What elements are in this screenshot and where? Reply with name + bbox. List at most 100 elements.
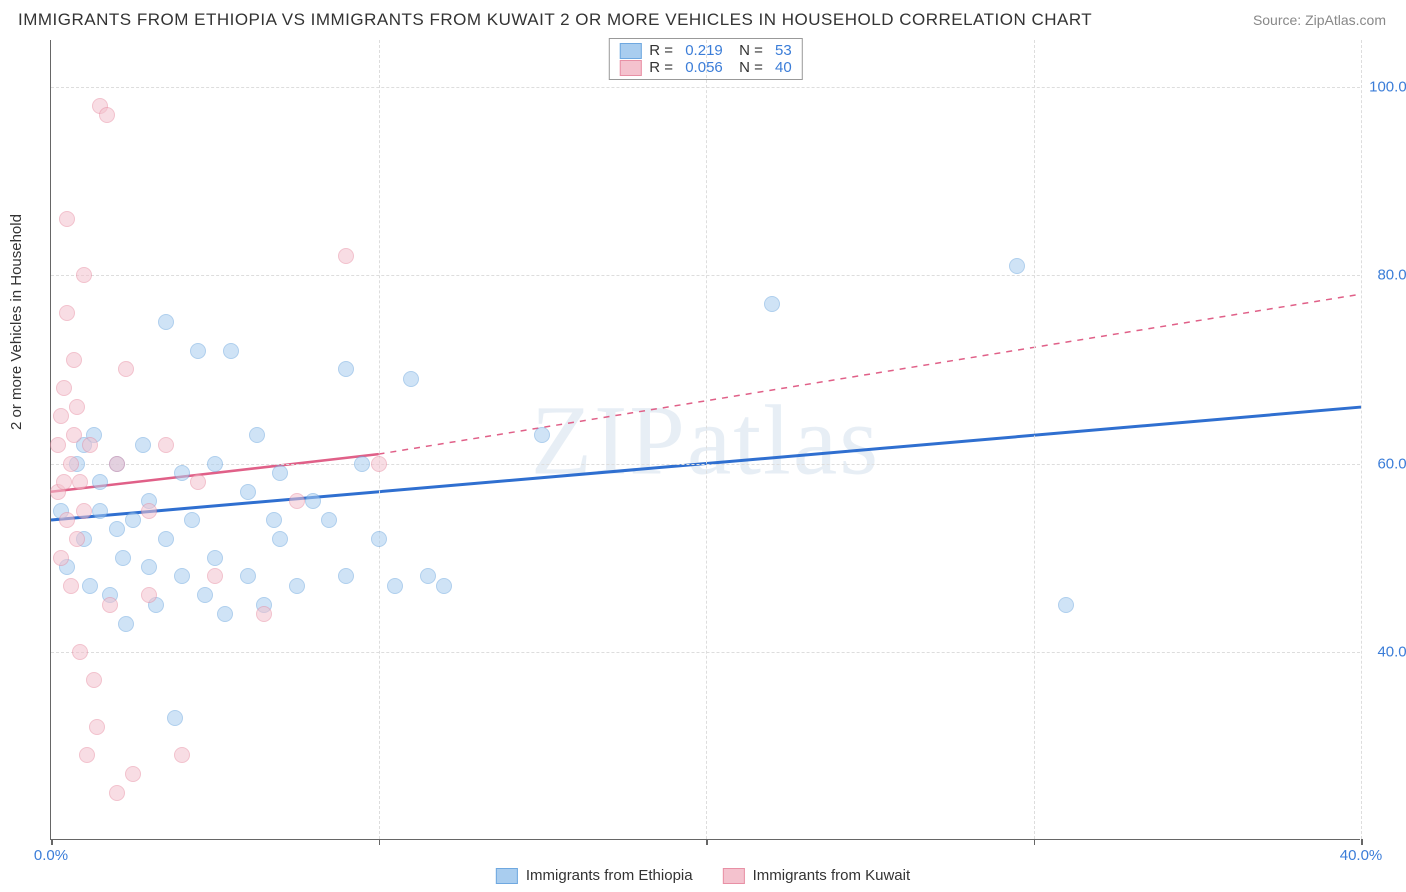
data-point [321, 512, 337, 528]
data-point [207, 568, 223, 584]
data-point [266, 512, 282, 528]
data-point [141, 503, 157, 519]
data-point [89, 719, 105, 735]
x-tick-mark [706, 839, 708, 845]
data-point [109, 521, 125, 537]
data-point [338, 248, 354, 264]
legend-swatch [619, 60, 641, 76]
data-point [125, 512, 141, 528]
data-point [82, 578, 98, 594]
x-tick-label: 0.0% [34, 847, 68, 864]
legend-swatch [723, 868, 745, 884]
data-point [338, 361, 354, 377]
data-point [102, 597, 118, 613]
data-point [272, 465, 288, 481]
plot-area: ZIPatlas R = 0.219 N = 53 R = 0.056 N = … [50, 40, 1360, 840]
data-point [76, 267, 92, 283]
data-point [82, 437, 98, 453]
r-value: 0.219 [685, 42, 723, 59]
data-point [190, 343, 206, 359]
data-point [79, 747, 95, 763]
data-point [240, 568, 256, 584]
data-point [109, 785, 125, 801]
x-tick-mark [1361, 839, 1363, 845]
chart-title: IMMIGRANTS FROM ETHIOPIA VS IMMIGRANTS F… [18, 10, 1092, 30]
data-point [272, 531, 288, 547]
data-point [115, 550, 131, 566]
data-point [184, 512, 200, 528]
data-point [50, 437, 66, 453]
r-label: R = [649, 42, 677, 59]
data-point [223, 343, 239, 359]
n-label: N = [731, 59, 767, 76]
y-tick-label: 40.0% [1365, 643, 1406, 660]
data-point [256, 606, 272, 622]
data-point [207, 456, 223, 472]
data-point [436, 578, 452, 594]
data-point [305, 493, 321, 509]
data-point [197, 587, 213, 603]
data-point [141, 559, 157, 575]
data-point [338, 568, 354, 584]
series-legend-item: Immigrants from Ethiopia [496, 867, 693, 884]
data-point [249, 427, 265, 443]
source-attribution: Source: ZipAtlas.com [1253, 12, 1386, 28]
data-point [56, 474, 72, 490]
legend-swatch [619, 43, 641, 59]
data-point [158, 531, 174, 547]
gridline-vertical [1034, 40, 1035, 839]
y-tick-label: 60.0% [1365, 455, 1406, 472]
series-name: Immigrants from Ethiopia [526, 867, 693, 884]
data-point [174, 747, 190, 763]
x-tick-label: 40.0% [1340, 847, 1383, 864]
y-axis-label: 2 or more Vehicles in Household [8, 214, 25, 430]
data-point [141, 587, 157, 603]
gridline-vertical [1361, 40, 1362, 839]
y-tick-label: 80.0% [1365, 267, 1406, 284]
data-point [63, 456, 79, 472]
data-point [69, 399, 85, 415]
series-legend-item: Immigrants from Kuwait [723, 867, 911, 884]
legend-swatch [496, 868, 518, 884]
data-point [53, 550, 69, 566]
data-point [76, 503, 92, 519]
data-point [158, 314, 174, 330]
data-point [63, 578, 79, 594]
data-point [167, 710, 183, 726]
data-point [66, 427, 82, 443]
data-point [534, 427, 550, 443]
gridline-vertical [706, 40, 707, 839]
data-point [174, 568, 190, 584]
n-value: 40 [775, 59, 792, 76]
data-point [1009, 258, 1025, 274]
data-point [240, 484, 256, 500]
data-point [56, 380, 72, 396]
gridline-vertical [379, 40, 380, 839]
data-point [403, 371, 419, 387]
data-point [174, 465, 190, 481]
data-point [92, 474, 108, 490]
data-point [109, 456, 125, 472]
x-tick-mark [1034, 839, 1036, 845]
data-point [59, 211, 75, 227]
data-point [72, 474, 88, 490]
data-point [217, 606, 233, 622]
data-point [289, 578, 305, 594]
y-tick-label: 100.0% [1365, 79, 1406, 96]
x-tick-mark [51, 839, 53, 845]
data-point [118, 361, 134, 377]
data-point [99, 107, 115, 123]
data-point [92, 503, 108, 519]
data-point [72, 644, 88, 660]
data-point [59, 305, 75, 321]
r-label: R = [649, 59, 677, 76]
data-point [69, 531, 85, 547]
data-point [118, 616, 134, 632]
data-point [190, 474, 206, 490]
data-point [387, 578, 403, 594]
x-tick-mark [379, 839, 381, 845]
data-point [158, 437, 174, 453]
data-point [420, 568, 436, 584]
series-legend: Immigrants from Ethiopia Immigrants from … [496, 867, 910, 884]
data-point [135, 437, 151, 453]
